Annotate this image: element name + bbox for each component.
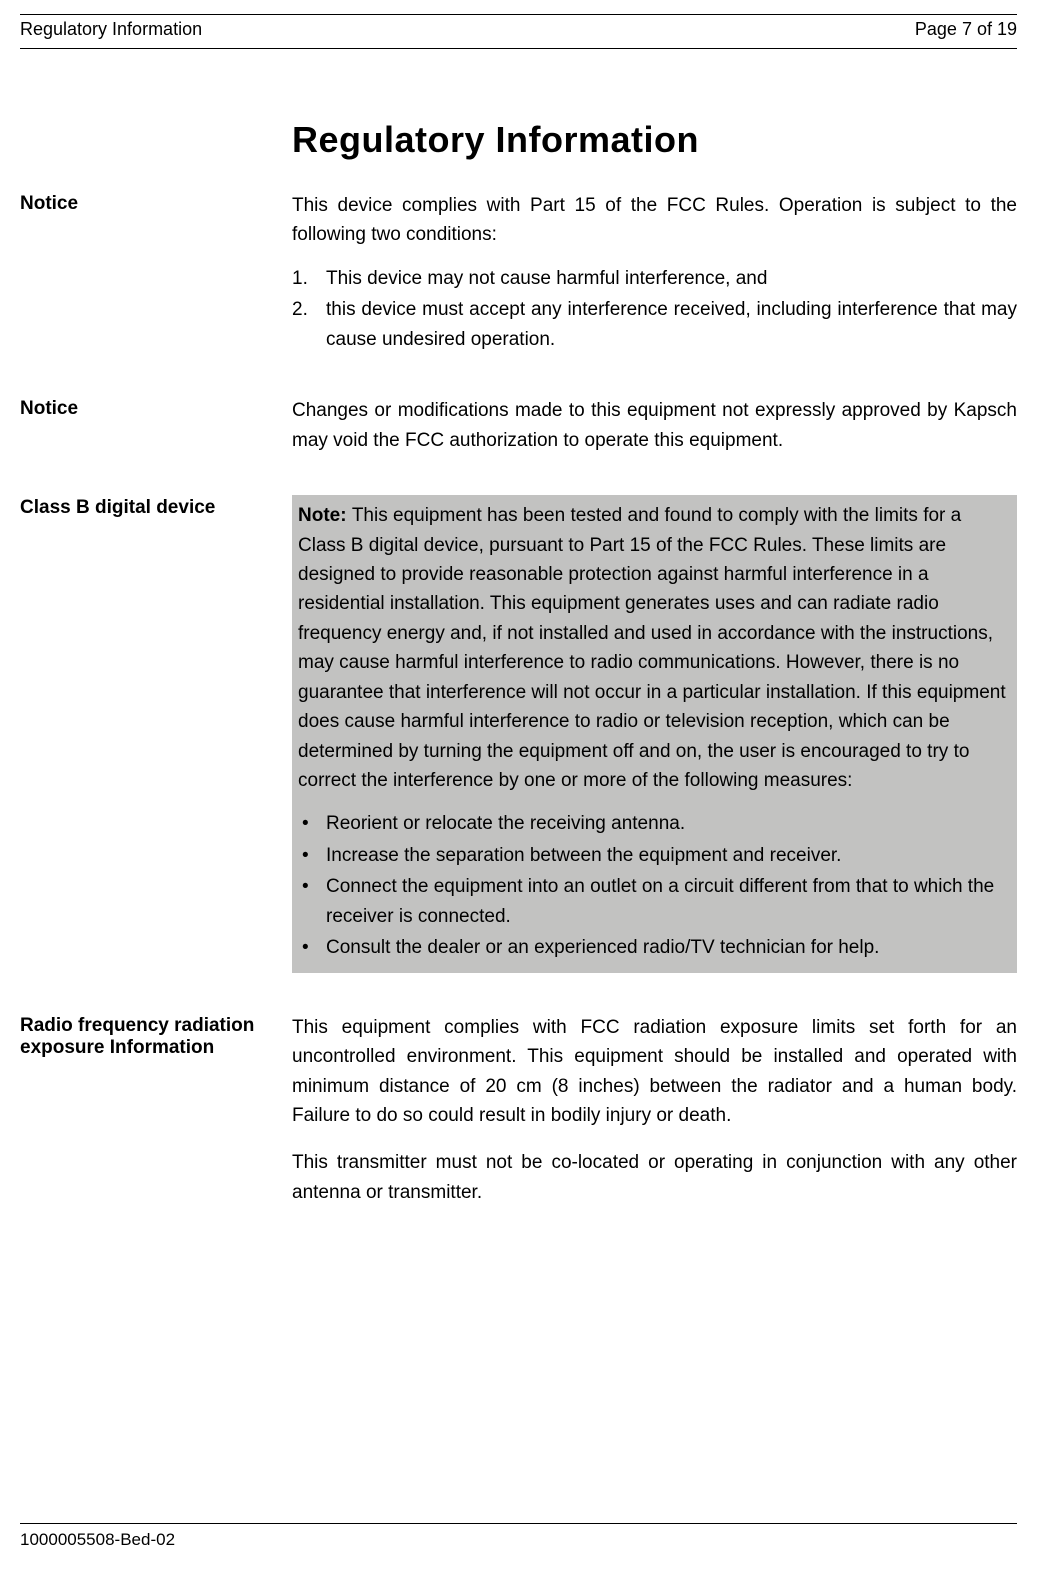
list-item: •Increase the separation between the equ… [298, 841, 1007, 870]
bullet-icon: • [298, 809, 326, 838]
notice1-list: 1. This device may not cause harmful int… [292, 264, 1017, 354]
list-item: •Reorient or relocate the receiving ante… [298, 809, 1007, 838]
page-header: Regulatory Information Page 7 of 19 [20, 19, 1017, 49]
bullet-icon: • [298, 933, 326, 962]
bullet-text: Increase the separation between the equi… [326, 841, 1007, 870]
list-number: 1. [292, 264, 326, 293]
notice1-intro: This device complies with Part 15 of the… [292, 191, 1017, 250]
list-item: •Consult the dealer or an experienced ra… [298, 933, 1007, 962]
section-label: Radio frequency radiation exposure Infor… [20, 1013, 292, 1208]
section-rf: Radio frequency radiation exposure Infor… [20, 1013, 1017, 1208]
note-bullets: •Reorient or relocate the receiving ante… [298, 809, 1007, 962]
bullet-icon: • [298, 841, 326, 870]
section-content: This equipment complies with FCC radiati… [292, 1013, 1017, 1208]
bullet-text: Reorient or relocate the receiving anten… [326, 809, 1007, 838]
page: Regulatory Information Page 7 of 19 Regu… [0, 0, 1037, 1570]
note-lead: Note: [298, 505, 352, 526]
list-item: 2. this device must accept any interfere… [292, 295, 1017, 354]
rf-p1: This equipment complies with FCC radiati… [292, 1013, 1017, 1131]
rf-p2: This transmitter must not be co-located … [292, 1148, 1017, 1207]
section-notice1: Notice This device complies with Part 15… [20, 191, 1017, 356]
note-paragraph: Note: This equipment has been tested and… [298, 501, 1007, 795]
section-content: This device complies with Part 15 of the… [292, 191, 1017, 356]
list-number: 2. [292, 295, 326, 354]
section-label: Class B digital device [20, 495, 292, 973]
header-left: Regulatory Information [20, 19, 202, 40]
list-text: This device may not cause harmful interf… [326, 264, 1017, 293]
header-right: Page 7 of 19 [915, 19, 1017, 40]
section-class-b: Class B digital device Note: This equipm… [20, 495, 1017, 973]
list-text: this device must accept any interference… [326, 295, 1017, 354]
note-box: Note: This equipment has been tested and… [292, 495, 1017, 973]
list-item: •Connect the equipment into an outlet on… [298, 872, 1007, 931]
note-body: This equipment has been tested and found… [298, 505, 1006, 791]
section-label: Notice [20, 396, 292, 455]
list-item: 1. This device may not cause harmful int… [292, 264, 1017, 293]
page-title: Regulatory Information [292, 119, 1017, 161]
bullet-icon: • [298, 872, 326, 931]
bullet-text: Consult the dealer or an experienced rad… [326, 933, 1007, 962]
footer-rule [20, 1523, 1017, 1524]
section-notice2: Notice Changes or modifications made to … [20, 396, 1017, 455]
section-content: Note: This equipment has been tested and… [292, 495, 1017, 973]
footer-docnum: 1000005508-Bed-02 [20, 1530, 175, 1549]
bullet-text: Connect the equipment into an outlet on … [326, 872, 1007, 931]
section-label: Notice [20, 191, 292, 356]
top-rule [20, 14, 1017, 15]
section-content: Changes or modifications made to this eq… [292, 396, 1017, 455]
page-footer: 1000005508-Bed-02 [20, 1523, 1017, 1550]
